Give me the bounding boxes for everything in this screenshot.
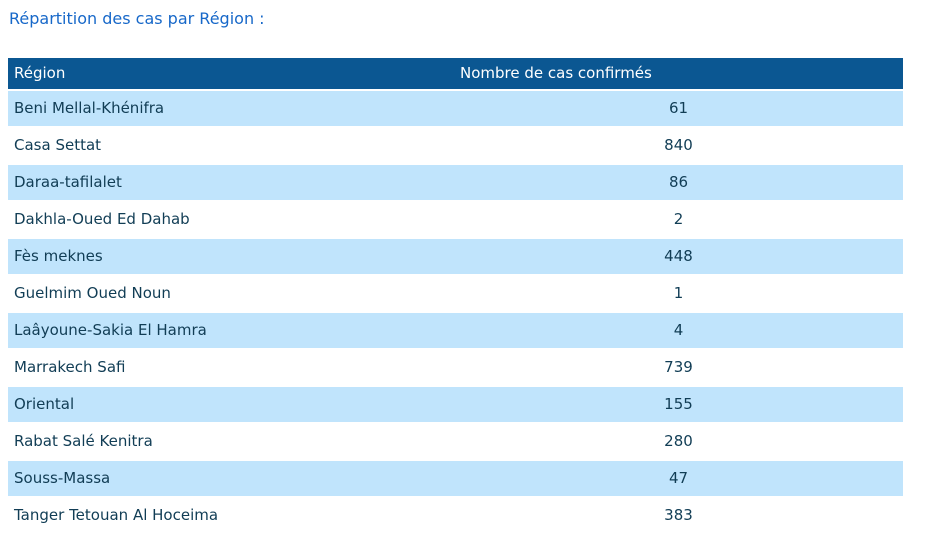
cases-cell: 61: [454, 90, 903, 128]
page-title: Répartition des cas par Région :: [9, 9, 265, 28]
region-cell: Tanger Tetouan Al Hoceima: [8, 497, 454, 535]
table-row: Daraa-tafilalet 86: [8, 164, 903, 202]
region-cell: Dakhla-Oued Ed Dahab: [8, 201, 454, 239]
column-header-region: Région: [8, 58, 454, 91]
cases-by-region-table: Région Nombre de cas confirmés Beni Mell…: [8, 58, 903, 535]
region-cell: Daraa-tafilalet: [8, 164, 454, 202]
table-row: Casa Settat 840: [8, 127, 903, 165]
table-row: Tanger Tetouan Al Hoceima 383: [8, 497, 903, 535]
table-row: Laâyoune-Sakia El Hamra 4: [8, 312, 903, 350]
column-header-cases: Nombre de cas confirmés: [454, 58, 903, 91]
region-cell: Laâyoune-Sakia El Hamra: [8, 312, 454, 350]
cases-cell: 739: [454, 349, 903, 387]
region-cell: Souss-Massa: [8, 460, 454, 498]
cases-cell: 86: [454, 164, 903, 202]
table-row: Oriental 155: [8, 386, 903, 424]
region-cell: Fès meknes: [8, 238, 454, 276]
table-row: Souss-Massa 47: [8, 460, 903, 498]
cases-cell: 383: [454, 497, 903, 535]
cases-cell: 2: [454, 201, 903, 239]
table-row: Beni Mellal-Khénifra 61: [8, 90, 903, 128]
cases-cell: 448: [454, 238, 903, 276]
cases-cell: 1: [454, 275, 903, 313]
table-row: Dakhla-Oued Ed Dahab 2: [8, 201, 903, 239]
table-row: Marrakech Safi 739: [8, 349, 903, 387]
cases-cell: 840: [454, 127, 903, 165]
document-page: Répartition des cas par Région : Région …: [0, 9, 933, 535]
cases-cell: 280: [454, 423, 903, 461]
cases-cell: 4: [454, 312, 903, 350]
region-cell: Marrakech Safi: [8, 349, 454, 387]
region-cell: Oriental: [8, 386, 454, 424]
cases-cell: 47: [454, 460, 903, 498]
region-cell: Beni Mellal-Khénifra: [8, 90, 454, 128]
table-body: Beni Mellal-Khénifra 61 Casa Settat 840 …: [8, 90, 903, 535]
region-cell: Rabat Salé Kenitra: [8, 423, 454, 461]
table-row: Rabat Salé Kenitra 280: [8, 423, 903, 461]
table-header-row: Région Nombre de cas confirmés: [8, 58, 903, 91]
region-cell: Casa Settat: [8, 127, 454, 165]
region-cell: Guelmim Oued Noun: [8, 275, 454, 313]
cases-cell: 155: [454, 386, 903, 424]
table-row: Guelmim Oued Noun 1: [8, 275, 903, 313]
table-row: Fès meknes 448: [8, 238, 903, 276]
